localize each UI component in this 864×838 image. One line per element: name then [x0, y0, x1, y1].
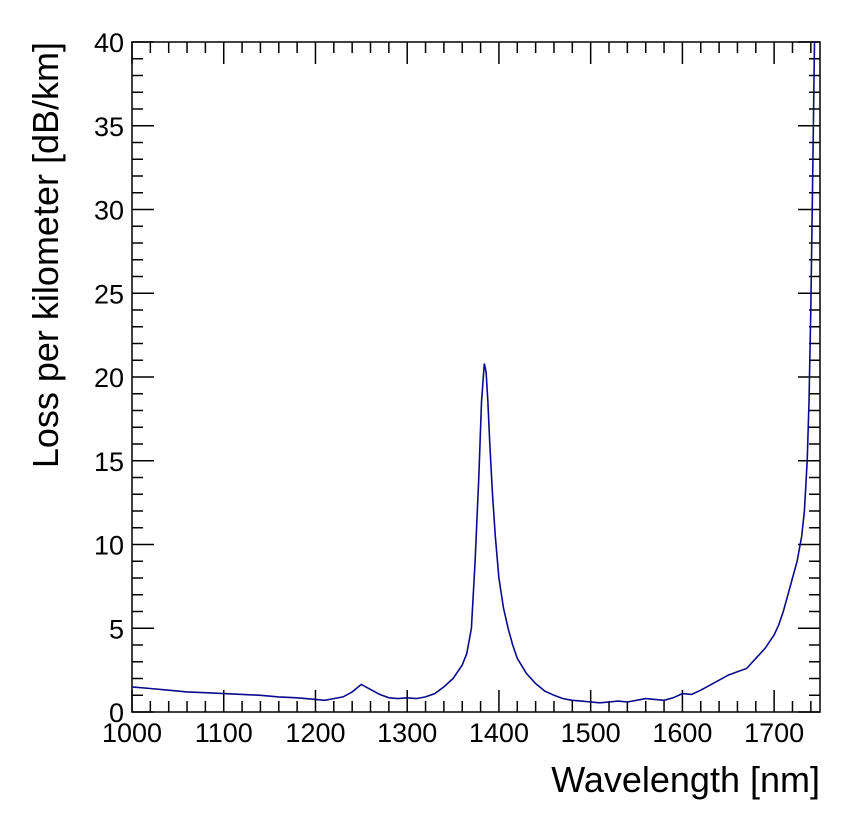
- x-tick-label: 1500: [561, 718, 621, 748]
- y-tick-label: 10: [94, 531, 124, 561]
- x-axis: 1000 1100 1200 1300 1400 1500 1600 1700: [102, 42, 812, 748]
- series-group: [131, 41, 816, 704]
- x-axis-title: Wavelength [nm]: [551, 759, 820, 800]
- x-tick-label: 1200: [285, 718, 345, 748]
- y-tick-label: 25: [94, 279, 124, 309]
- y-axis: 0 5 10 15 20 25 30 35 40: [94, 28, 820, 728]
- y-tick-label: 20: [94, 363, 124, 393]
- y-tick-label: 15: [94, 447, 124, 477]
- x-tick-label: 1400: [469, 718, 529, 748]
- y-tick-label: 30: [94, 196, 124, 226]
- x-tick-label: 1700: [744, 718, 804, 748]
- x-tick-label: 1100: [195, 718, 253, 748]
- plot-border: [131, 41, 821, 713]
- x-tick-label: 1300: [377, 718, 437, 748]
- x-tick-label: 1600: [652, 718, 712, 748]
- y-tick-label: 0: [109, 698, 124, 728]
- x-tick-label: 1000: [102, 718, 162, 748]
- y-tick-label: 40: [94, 28, 124, 58]
- plot-frame: [131, 41, 821, 713]
- series-line-1: [131, 41, 816, 704]
- y-tick-label: 5: [109, 614, 124, 644]
- y-axis-title: Loss per kilometer [dB/km]: [25, 42, 66, 468]
- y-tick-label: 35: [94, 112, 124, 142]
